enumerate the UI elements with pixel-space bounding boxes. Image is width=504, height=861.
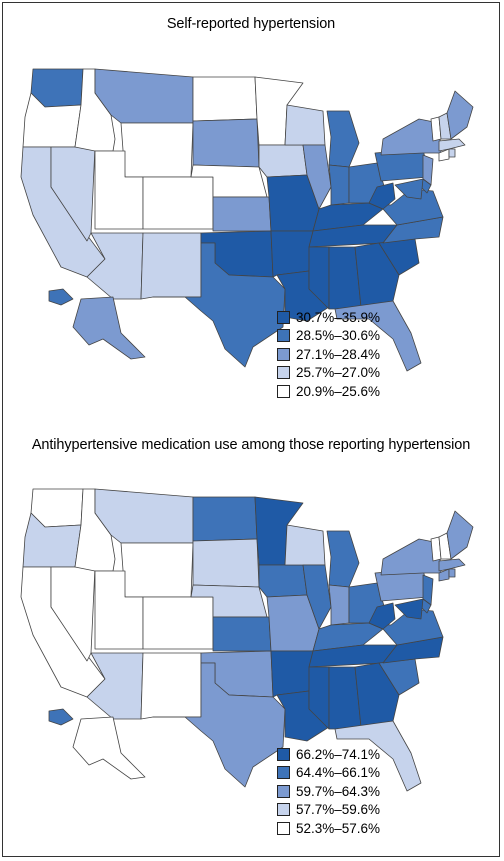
state-ia: [258, 564, 308, 598]
legend-item: 30.7%–35.9%: [277, 308, 380, 327]
legend-swatch: [277, 803, 290, 817]
state-hi: [48, 708, 74, 726]
legend-swatch: [277, 310, 290, 324]
legend-label: 25.7%–27.0%: [296, 365, 381, 381]
state-ks: [212, 616, 272, 652]
state-tx: [152, 242, 286, 368]
state-nm: [140, 232, 202, 300]
state-ar: [270, 230, 314, 278]
state-ak: [72, 296, 146, 360]
state-me: [446, 90, 474, 140]
state-fl: [334, 720, 422, 792]
state-mi: [326, 530, 360, 588]
state-in: [328, 164, 350, 206]
legend-swatch: [277, 747, 290, 761]
legend-item: 64.4%–66.1%: [277, 764, 380, 783]
legend-label: 30.7%–35.9%: [296, 309, 381, 325]
state-wi: [284, 104, 326, 146]
state-hi: [48, 288, 74, 306]
legend-swatch: [277, 384, 290, 398]
map-title: Antihypertensive medication use among th…: [31, 437, 471, 453]
legend-label: 64.4%–66.1%: [296, 765, 381, 781]
state-wy: [120, 542, 194, 598]
legend-item: 66.2%–74.1%: [277, 745, 380, 764]
state-co: [142, 596, 214, 650]
state-sd: [192, 118, 260, 168]
state-ct: [438, 148, 450, 162]
legend-swatch: [277, 821, 290, 835]
state-va: [368, 608, 444, 646]
state-ks: [212, 196, 272, 232]
state-wv: [368, 182, 396, 210]
legend-item: 52.3%–57.6%: [277, 819, 380, 838]
state-nm: [140, 652, 202, 720]
state-ar: [270, 650, 314, 698]
map-legend: 66.2%–74.1% 64.4%–66.1% 59.7%–64.3% 57.7…: [277, 745, 380, 838]
state-va: [368, 188, 444, 226]
state-fl: [334, 300, 422, 372]
legend-swatch: [277, 347, 290, 361]
legend-label: 27.1%–28.4%: [296, 346, 381, 362]
legend-item: 59.7%–64.3%: [277, 782, 380, 801]
state-mi: [326, 110, 360, 168]
map-legend: 30.7%–35.9% 28.5%–30.6% 27.1%–28.4% 25.7…: [277, 308, 380, 401]
state-wv: [368, 602, 396, 630]
legend-label: 59.7%–64.3%: [296, 783, 381, 799]
state-me: [446, 510, 474, 560]
state-wi: [284, 524, 326, 566]
legend-label: 20.9%–25.6%: [296, 383, 381, 399]
us-choropleth-map: [20, 488, 474, 792]
legend-item: 20.9%–25.6%: [277, 382, 380, 401]
map-panel-medication: Antihypertensive medication use among th…: [3, 423, 499, 858]
state-sd: [192, 538, 260, 588]
legend-item: 57.7%–59.6%: [277, 801, 380, 820]
state-nd: [192, 496, 258, 542]
state-ia: [258, 144, 308, 178]
state-ri: [448, 568, 456, 578]
us-choropleth-map: [20, 68, 474, 372]
legend-item: 27.1%–28.4%: [277, 345, 380, 364]
state-ri: [448, 148, 456, 158]
state-md: [394, 178, 424, 200]
state-ga: [354, 242, 400, 308]
state-nd: [192, 76, 258, 122]
legend-swatch: [277, 366, 290, 380]
state-tx: [152, 662, 286, 788]
legend-label: 28.5%–30.6%: [296, 328, 381, 344]
legend-swatch: [277, 766, 290, 780]
state-in: [328, 584, 350, 626]
state-il: [302, 564, 332, 630]
legend-label: 57.7%–59.6%: [296, 802, 381, 818]
state-md: [394, 598, 424, 620]
state-co: [142, 176, 214, 230]
state-ga: [354, 662, 400, 728]
state-nc: [382, 216, 444, 244]
legend-label: 66.2%–74.1%: [296, 746, 381, 762]
state-nc: [382, 636, 444, 664]
state-il: [302, 144, 332, 210]
map-panel-hypertension: Self-reported hypertension 30.7%–35.9% 2…: [3, 3, 499, 423]
legend-swatch: [277, 784, 290, 798]
legend-item: 28.5%–30.6%: [277, 327, 380, 346]
map-title: Self-reported hypertension: [166, 16, 336, 32]
state-wy: [120, 122, 194, 178]
legend-swatch: [277, 329, 290, 343]
legend-label: 52.3%–57.6%: [296, 820, 381, 836]
legend-item: 25.7%–27.0%: [277, 364, 380, 383]
state-ak: [72, 716, 146, 780]
state-ct: [438, 568, 450, 582]
state-ma: [438, 558, 466, 572]
state-ma: [438, 138, 466, 152]
